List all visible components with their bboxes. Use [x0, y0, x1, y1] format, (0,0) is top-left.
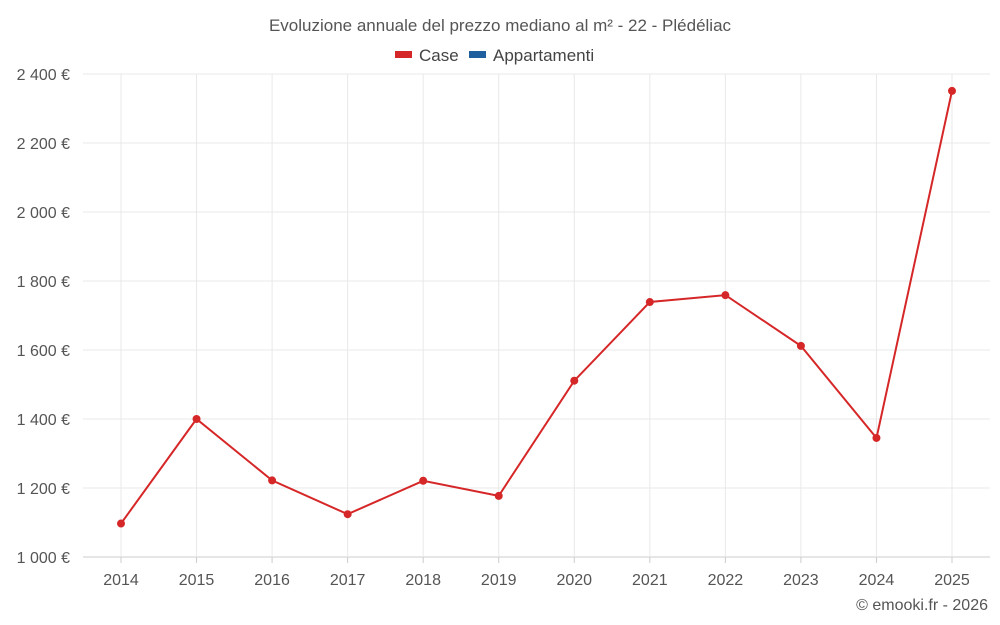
data-point-2014[interactable] [117, 519, 125, 528]
x-tick-label: 2018 [405, 572, 441, 589]
legend-label-2[interactable]: Appartamenti [493, 46, 594, 65]
y-tick-label: 2 000 € [17, 205, 70, 222]
y-tick-label: 1 000 € [17, 550, 70, 567]
x-tick-label: 2014 [103, 572, 139, 589]
x-tick-label: 2023 [783, 572, 819, 589]
x-tick-label: 2019 [481, 572, 517, 589]
legend-swatch-2[interactable] [469, 51, 486, 58]
data-point-2018[interactable] [419, 476, 428, 485]
data-point-2017[interactable] [343, 510, 352, 519]
legend-label-1[interactable]: Case [419, 46, 459, 65]
x-tick-label: 2021 [632, 572, 668, 589]
credit-text: © emooki.fr - 2026 [856, 597, 988, 614]
x-tick-label: 2025 [934, 572, 970, 589]
y-tick-label: 1 600 € [17, 343, 70, 360]
chart-title: Evoluzione annuale del prezzo mediano al… [269, 16, 732, 35]
x-axis-ticks: 2014 2015 2016 2017 2018 2019 2020 2021 2022 2023… [103, 557, 970, 589]
series-line-1 [120, 90, 953, 525]
y-tick-label: 1 400 € [17, 412, 70, 429]
grid [83, 73, 990, 558]
data-point-2019[interactable] [494, 491, 503, 500]
data-point-2016[interactable] [268, 476, 277, 485]
data-point-2023[interactable] [796, 341, 805, 350]
legend-swatch-1[interactable] [395, 51, 412, 58]
data-point-2022[interactable] [721, 291, 730, 300]
x-tick-label: 2020 [556, 572, 592, 589]
x-tick-label: 2017 [330, 572, 366, 589]
y-tick-label: 1 800 € [17, 274, 70, 291]
data-point-2015[interactable] [192, 415, 201, 423]
data-point-2025[interactable] [948, 86, 956, 95]
y-tick-label: 2 400 € [17, 67, 70, 84]
x-tick-label: 2016 [254, 572, 290, 589]
y-axis-ticks: 1 000 € 1 200 € 1 400 € 1 600 € 1 800 € 2 000… [17, 67, 70, 567]
data-point-2024[interactable] [872, 433, 881, 442]
data-point-2020[interactable] [570, 376, 579, 385]
x-tick-label: 2022 [708, 572, 744, 589]
x-tick-label: 2024 [859, 572, 895, 589]
series-layer [117, 86, 956, 528]
x-tick-label: 2015 [179, 572, 215, 589]
y-tick-label: 1 200 € [17, 481, 70, 498]
data-point-2021[interactable] [645, 298, 654, 307]
y-tick-label: 2 200 € [17, 136, 70, 153]
legend: Case Appartamenti [395, 46, 594, 65]
